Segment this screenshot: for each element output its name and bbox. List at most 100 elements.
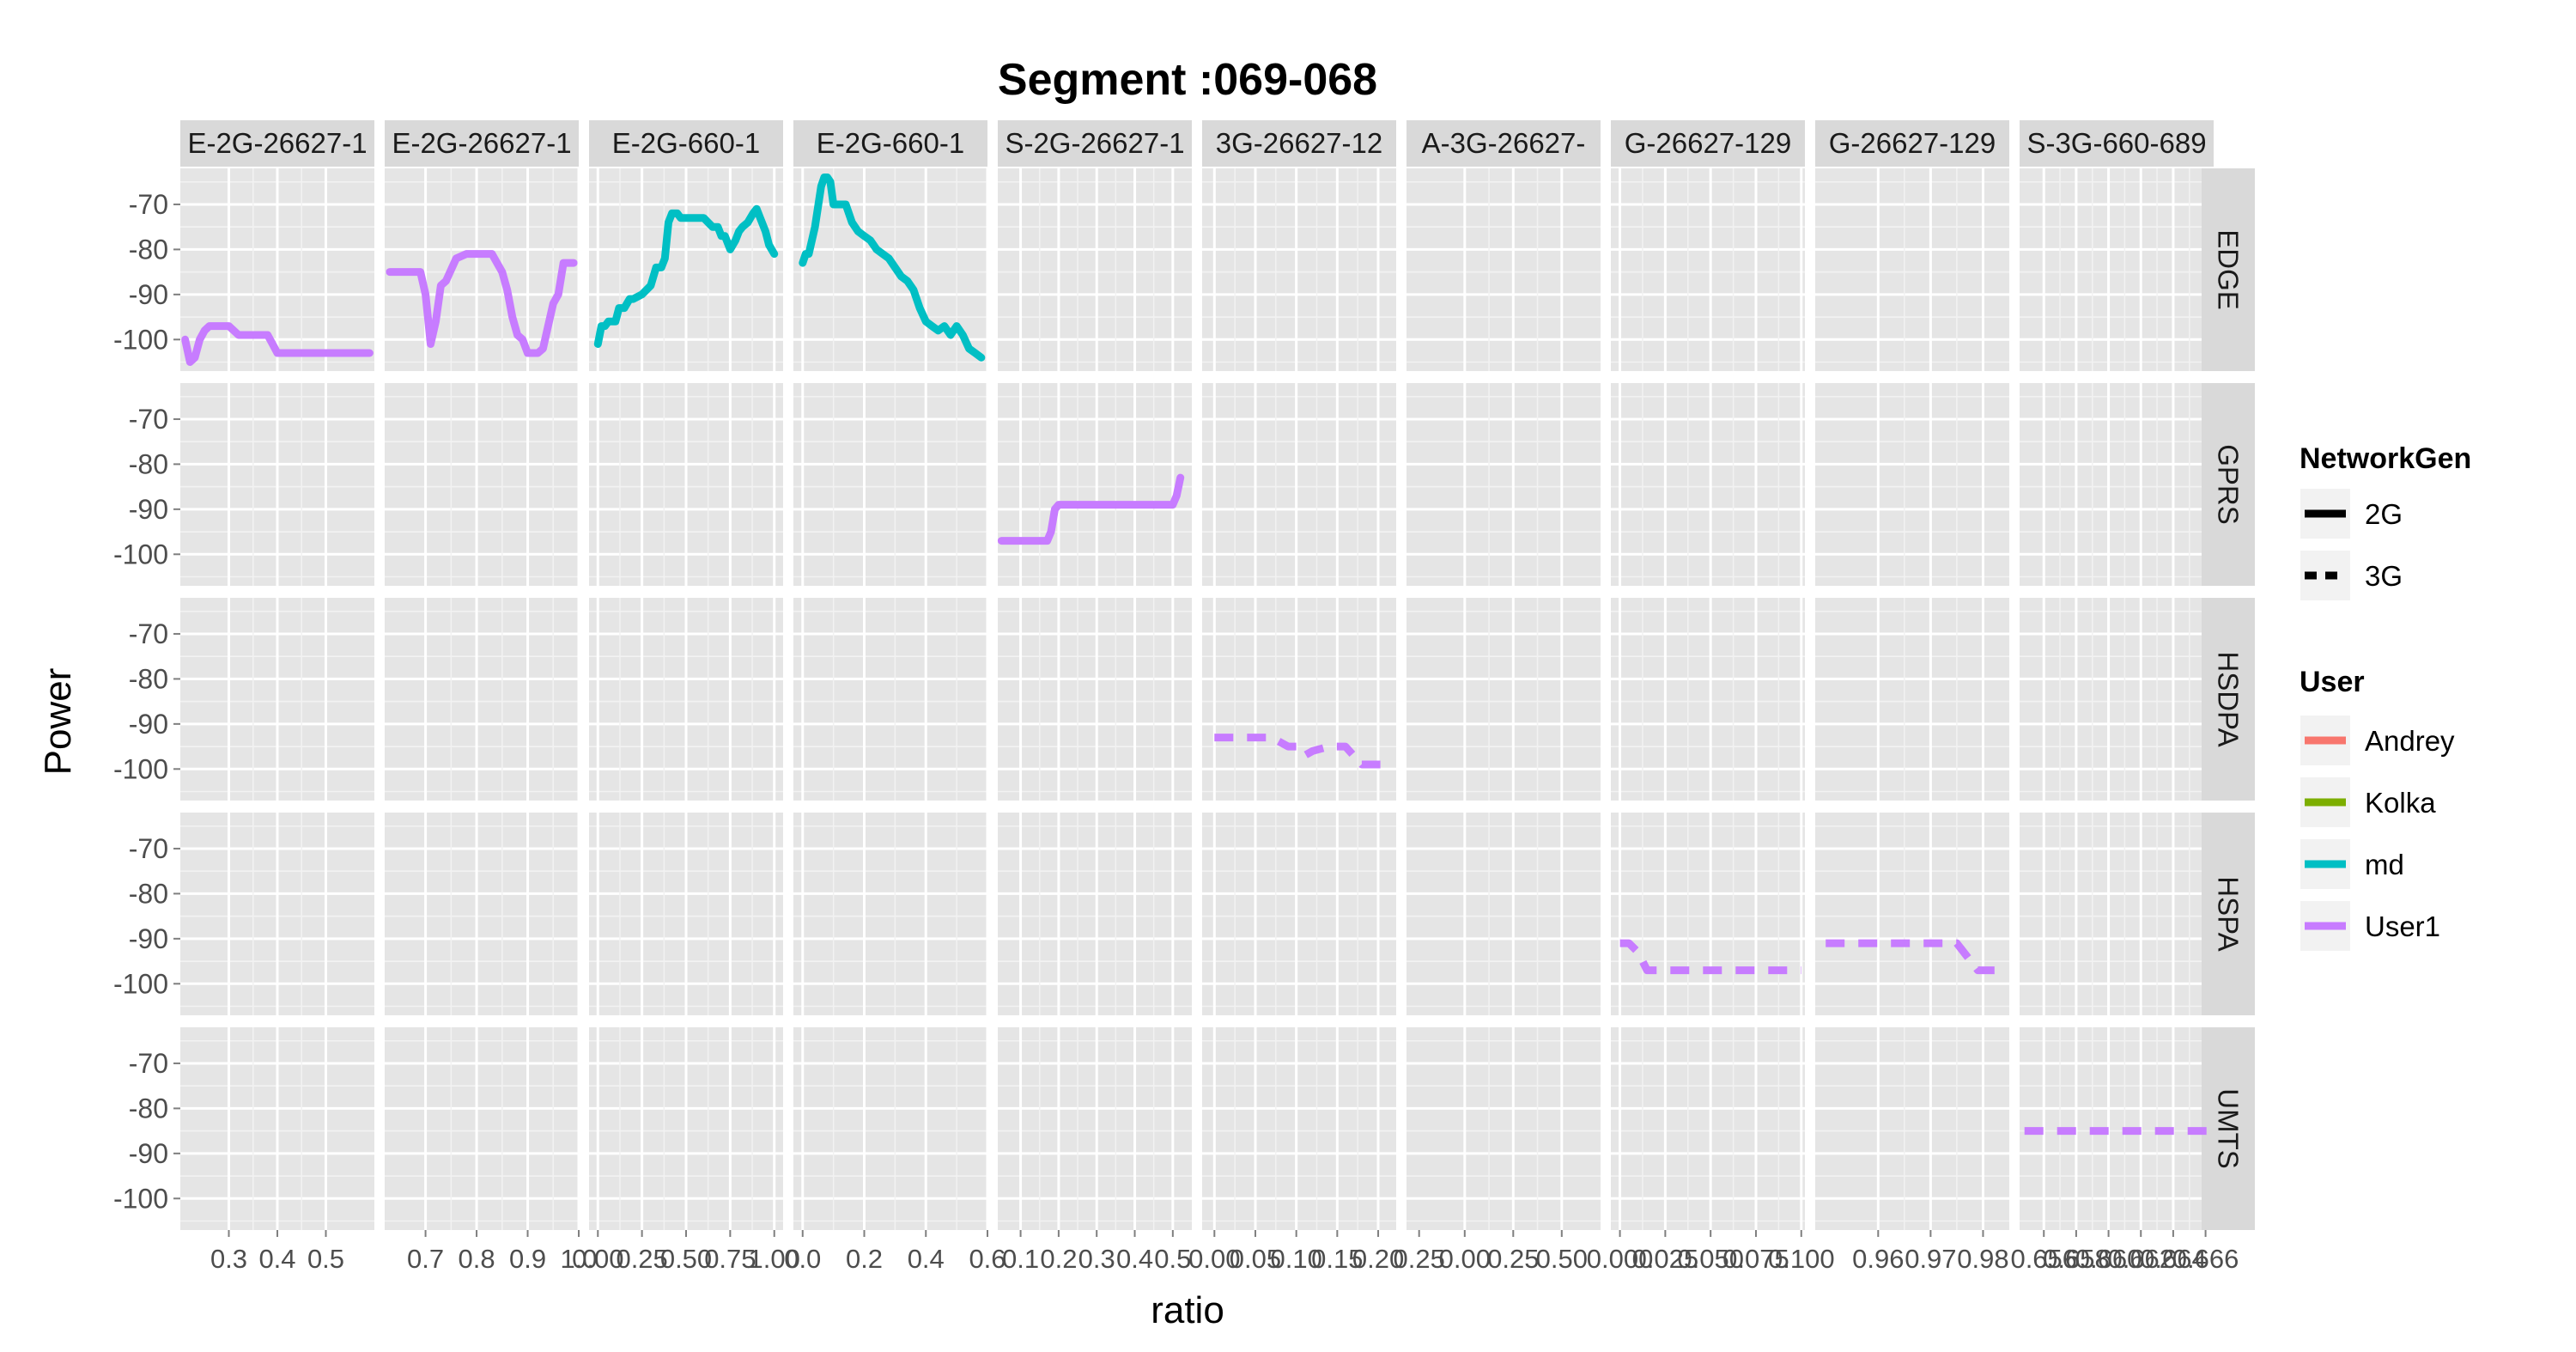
panel-background — [1406, 813, 1601, 1015]
facet-label-row: UMTS — [2213, 1088, 2245, 1169]
facet-label-column: S-3G-660-689 — [2026, 127, 2206, 159]
panel-background — [998, 1027, 1192, 1230]
panel-background — [793, 813, 987, 1015]
x-tick-label: 0.3 — [210, 1244, 247, 1274]
facet-panel — [793, 598, 989, 801]
x-tick-label: 0.75 — [704, 1244, 756, 1274]
y-tick-label: -80 — [129, 878, 168, 909]
facet-strip-right — [2202, 598, 2255, 801]
y-tick-label: -100 — [113, 753, 168, 784]
series-line — [997, 473, 1185, 545]
y-tick-label: -100 — [113, 1183, 168, 1214]
facet-strip-top — [2020, 120, 2214, 167]
series-line — [181, 322, 374, 366]
x-tick-label: 0.25 — [1487, 1244, 1539, 1274]
facet-strip-right — [2202, 813, 2255, 1015]
y-tick-label: -100 — [113, 968, 168, 999]
x-tick-label: 0.6 — [969, 1244, 1005, 1274]
panel-background — [793, 168, 987, 371]
panel-background — [1815, 383, 2009, 586]
facet-strip-top — [1611, 120, 1805, 167]
chart-title: Segment :069-068 — [998, 55, 1377, 105]
facet-strip-top — [180, 120, 374, 167]
facet-panel — [1202, 598, 1396, 801]
legend-networkgen-title: NetworkGen — [2300, 442, 2471, 475]
facet-panel — [1611, 168, 1805, 371]
x-tick-label: 0.2 — [846, 1244, 883, 1274]
x-tick-label: 0.50 — [660, 1244, 712, 1274]
y-tick-label: -80 — [129, 448, 168, 479]
facet-label-column: G-26627-129 — [1829, 127, 1996, 159]
y-tick-label: -100 — [113, 324, 168, 355]
axes: -70 -80 -90 -100 -70 -80 -90 -100 -70 -80 -90 -100 -… — [113, 189, 2239, 1274]
x-tick-label: 0.00 — [572, 1244, 623, 1274]
legend-user-title: User — [2300, 666, 2365, 698]
facet-panel — [1406, 598, 1601, 801]
y-tick-label: -70 — [129, 189, 168, 220]
x-tick-label: 0.3 — [1078, 1244, 1115, 1274]
x-tick-label: 0.20 — [1352, 1244, 1404, 1274]
facet-label-column: E-2G-660-1 — [817, 127, 964, 159]
facet-panel — [998, 1027, 1192, 1230]
panel-background — [793, 1027, 987, 1230]
legend-networkgen-label: 3G — [2365, 560, 2403, 592]
panel-background — [793, 383, 987, 586]
x-tick-label: 0.656 — [2010, 1244, 2077, 1274]
facet-strip-top — [385, 120, 579, 167]
facet-strip-top — [998, 120, 1192, 167]
series-line — [1214, 734, 1387, 769]
x-tick-label: 0.5 — [307, 1244, 344, 1274]
legend-user-label: md — [2365, 849, 2404, 880]
legend-items: 2G 3G Andrey Kolka md User1 — [2299, 487, 2455, 953]
facet-label-column: 3G-26627-12 — [1216, 127, 1382, 159]
facet-panel — [2020, 1027, 2214, 1230]
x-tick-label: 0.50 — [1536, 1244, 1588, 1274]
facet-panel — [1406, 1027, 1601, 1230]
panel-background — [1815, 813, 2009, 1015]
facet-panel — [998, 383, 1192, 586]
facet-strip-right — [2202, 383, 2255, 586]
series-line — [1619, 939, 1801, 975]
facet-panel — [1406, 383, 1601, 586]
facet-panel — [180, 598, 374, 801]
facet-panel — [1406, 813, 1601, 1015]
facet-panel — [1202, 383, 1396, 586]
x-tick-label: 0.4 — [908, 1244, 945, 1274]
y-tick-label: -70 — [129, 618, 168, 649]
facet-panel — [180, 813, 374, 1015]
y-tick-label: -90 — [129, 279, 168, 310]
x-tick-label: 0.100 — [1768, 1244, 1835, 1274]
x-tick-label: 0.8 — [458, 1244, 495, 1274]
x-tick-label: 0.98 — [1957, 1244, 2008, 1274]
x-axis-title: ratio — [1151, 1289, 1224, 1331]
x-tick-label: 0.5 — [1154, 1244, 1191, 1274]
facet-panel — [1611, 383, 1805, 586]
panel-background — [385, 813, 579, 1015]
panel-background — [385, 383, 579, 586]
facet-strip-top — [1202, 120, 1396, 167]
series-lines — [181, 174, 2211, 1136]
y-tick-label: -70 — [129, 833, 168, 864]
panel-background — [998, 168, 1192, 371]
panel-background — [1815, 168, 2009, 371]
facet-panel — [2020, 168, 2214, 371]
facet-strip-top — [793, 120, 987, 167]
y-tick-label: -90 — [129, 1138, 168, 1169]
panel-background — [998, 813, 1192, 1015]
y-axis-title: Power — [37, 668, 79, 776]
facet-panel — [589, 598, 783, 801]
panel-background — [998, 383, 1192, 586]
x-tick-label: 0.1 — [1002, 1244, 1039, 1274]
x-tick-label: 1.00 — [749, 1244, 800, 1274]
x-tick-label: 0.666 — [2172, 1244, 2239, 1274]
facet-label-row: GPRS — [2213, 444, 2245, 525]
x-tick-label: 0.4 — [1116, 1244, 1153, 1274]
panel-background — [385, 1027, 579, 1230]
y-tick-label: -80 — [129, 663, 168, 694]
facet-panel — [1611, 598, 1805, 801]
x-tick-label: 0.075 — [1722, 1244, 1789, 1274]
facet-label-row: HSDPA — [2213, 651, 2245, 746]
x-tick-label: 1.0 — [560, 1244, 597, 1274]
panel-background — [1815, 1027, 2009, 1230]
facet-panel — [385, 813, 580, 1015]
